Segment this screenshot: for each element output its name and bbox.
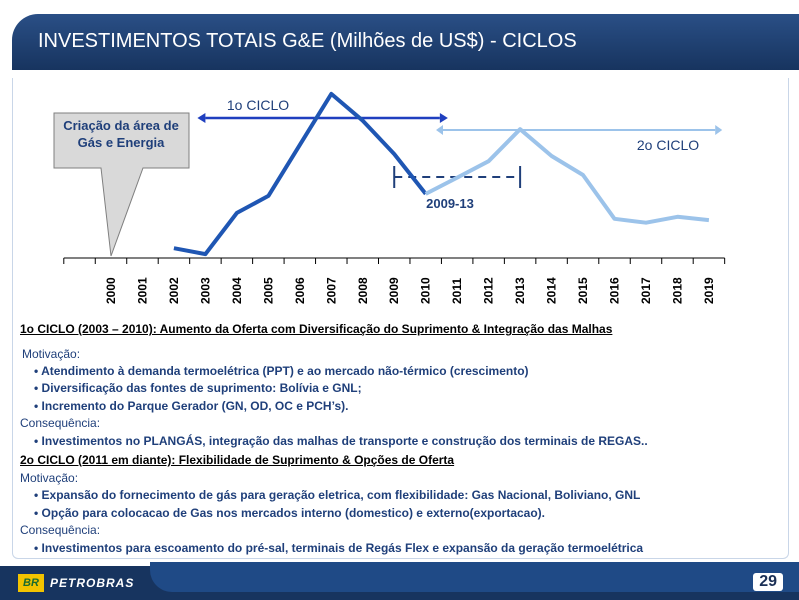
logo-text: PETROBRAS: [50, 576, 135, 590]
series-line-1: [173, 91, 428, 257]
callout-box: [53, 112, 190, 257]
x-tick-label: 2014: [545, 277, 559, 304]
content-frame: [12, 78, 789, 559]
cycle2-label: 2o CICLO: [637, 137, 699, 153]
cycle2-bullet-1: • Expansão do fornecimento de gás para g…: [34, 488, 641, 502]
series-line-2: [424, 127, 710, 225]
chart-annotations: Criação da área de Gás e Energia 1o CICLO 2…: [53, 97, 723, 257]
cycle2-motivation-label: Motivação:: [20, 471, 79, 485]
cycle2-bullet-2: • Opção para colocacao de Gas nos mercad…: [34, 506, 546, 520]
investment-line-chart: Criação da área de Gás e Energia 1o CICLO 2…: [53, 91, 726, 304]
cycle1-arrow-head-right: [439, 113, 448, 123]
x-tick-label: 2001: [135, 277, 149, 304]
x-tick-label: 2017: [639, 277, 653, 304]
footer: BR PETROBRAS 29: [0, 562, 799, 600]
cycle2-arrow-head-left: [436, 125, 444, 135]
x-tick-label: 2019: [702, 277, 716, 304]
x-tick-label: 2016: [608, 277, 622, 304]
x-tick-label: 2010: [419, 277, 433, 304]
gap-label: 2009-13: [426, 196, 474, 211]
callout-text: Gás e Energia: [78, 135, 165, 150]
cycle1-heading: 1o CICLO (2003 – 2010): Aumento da Ofert…: [20, 322, 613, 336]
x-tick-label: 2015: [576, 277, 590, 304]
page-title: INVESTIMENTOS TOTAIS G&E (Milhões de US$…: [38, 30, 577, 52]
x-tick-label: 2018: [670, 277, 684, 304]
cycle1-bullet-4: • Investimentos no PLANGÁS, integração d…: [34, 434, 648, 448]
header-band: [12, 14, 799, 70]
x-tick-label: 2002: [167, 277, 181, 304]
cycle2-arrow-head-right: [715, 125, 723, 135]
x-tick-label: 2011: [450, 278, 464, 304]
callout-text: Criação da área de: [63, 118, 179, 133]
cycle1-bullet-3: • Incremento do Parque Gerador (GN, OD, …: [34, 399, 349, 413]
cycle2-bullet-3: • Investimentos para escoamento do pré-s…: [34, 541, 644, 555]
x-tick-label: 2009: [387, 277, 401, 304]
cycle2-heading: 2o CICLO (2011 em diante): Flexibilidade…: [20, 453, 455, 467]
x-tick-label: 2012: [482, 277, 496, 304]
cycle-description: 1o CICLO (2003 – 2010): Aumento da Ofert…: [0, 320, 799, 560]
x-tick-label: 2005: [261, 277, 275, 304]
page-number: 29: [753, 573, 783, 591]
cycle1-label: 1o CICLO: [227, 97, 289, 113]
cycle1-bullet-2: • Diversificação das fontes de supriment…: [34, 381, 362, 395]
petrobras-logo: BR PETROBRAS: [18, 574, 134, 592]
footer-curve: [150, 562, 799, 592]
x-tick-label: 2013: [513, 277, 527, 304]
x-tick-label: 2003: [198, 277, 212, 304]
br-logo-icon: BR: [18, 574, 44, 592]
series-lines: [173, 91, 710, 257]
cycle1-arrow-head-left: [197, 113, 206, 123]
cycle1-consequence-label: Consequência:: [20, 416, 101, 430]
cycle2-consequence-label: Consequência:: [20, 523, 101, 537]
x-tick-label: 2008: [356, 277, 370, 304]
x-tick-label: 2004: [230, 277, 244, 304]
cycle1-motivation-label: Motivação:: [22, 347, 81, 361]
x-axis: 2000 2001 2002 2003 2004 2005 2006 2007 2008 2009…: [63, 257, 726, 304]
x-tick-label: 2006: [293, 277, 307, 304]
cycle1-bullet-1: • Atendimento à demanda termoelétrica (P…: [34, 364, 529, 378]
header: INVESTIMENTOS TOTAIS G&E (Milhões de US$…: [0, 0, 799, 78]
x-tick-label: 2000: [104, 277, 118, 304]
x-tick-label: 2007: [324, 277, 338, 304]
